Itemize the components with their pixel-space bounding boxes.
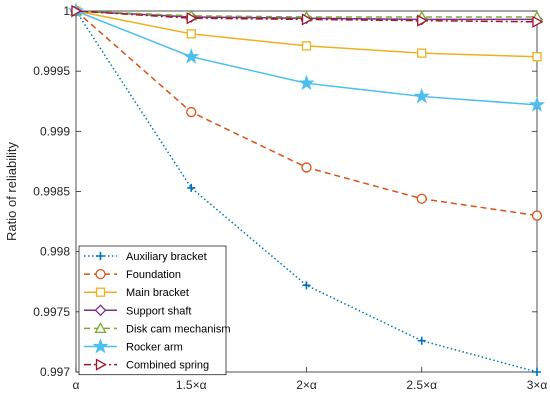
data-point-auxiliary-bracket	[302, 281, 311, 290]
y-tick-label: 0.997	[40, 365, 70, 379]
data-point-combined-spring	[186, 12, 198, 25]
series-line-auxiliary-bracket	[75, 10, 538, 373]
legend-label-support-shaft: Support shaft	[126, 305, 191, 317]
data-point-rocker-arm	[298, 74, 315, 91]
data-point-combined-spring	[71, 4, 83, 18]
x-tick-label: 1.5×α	[176, 378, 207, 392]
legend-entry-rocker-arm: Rocker arm	[84, 337, 183, 354]
legend-label-rocker-arm: Rocker arm	[126, 342, 183, 354]
legend-entry-disk-cam-mechanism: Disk cam mechanism	[84, 322, 231, 335]
legend-entry-main-bracket: Main bracket	[84, 287, 189, 299]
data-point-foundation	[186, 106, 197, 118]
data-point-main-bracket	[301, 41, 312, 51]
legend-entry-combined-spring: Combined spring	[84, 358, 209, 372]
legend-label-disk-cam-mechanism: Disk cam mechanism	[126, 323, 231, 335]
y-tick-label: 0.9975	[33, 305, 70, 319]
legend: Auxiliary bracket Foundation Main bracket S…	[78, 245, 231, 376]
data-point-main-bracket	[417, 48, 427, 58]
x-tick-label: 3×α	[527, 378, 548, 392]
data-point-foundation	[531, 210, 543, 221]
y-tick-label: 0.9985	[33, 185, 70, 199]
data-point-rocker-arm	[183, 48, 200, 64]
legend-marker-auxiliary-bracket	[96, 252, 105, 260]
y-tick-label: 1	[63, 4, 70, 18]
data-point-combined-spring	[532, 15, 544, 28]
data-point-rocker-arm	[528, 96, 546, 112]
legend-label-foundation: Foundation	[126, 269, 181, 281]
data-point-main-bracket	[532, 52, 542, 62]
x-tick-label: 2.5×α	[406, 378, 437, 392]
y-tick-label: 0.998	[40, 245, 70, 259]
legend-entry-foundation: Foundation	[84, 268, 181, 281]
data-point-combined-spring	[417, 14, 429, 27]
data-point-auxiliary-bracket	[187, 183, 196, 192]
legend-marker-support-shaft	[94, 304, 107, 317]
data-point-combined-spring	[301, 13, 313, 26]
series-foundation	[70, 5, 543, 221]
legend-label-auxiliary-bracket: Auxiliary bracket	[126, 251, 207, 263]
legend-entry-auxiliary-bracket: Auxiliary bracket	[84, 251, 207, 263]
legend-label-main-bracket: Main bracket	[126, 287, 189, 299]
legend-marker-combined-spring	[95, 358, 107, 371]
legend-marker-rocker-arm	[92, 337, 109, 354]
legend-entry-support-shaft: Support shaft	[84, 304, 191, 317]
data-point-rocker-arm	[413, 87, 430, 104]
data-point-main-bracket	[186, 29, 196, 39]
data-point-foundation	[301, 162, 312, 173]
legend-marker-disk-cam-mechanism	[94, 322, 107, 334]
data-point-foundation	[416, 193, 427, 204]
y-tick-label: 0.9995	[33, 64, 70, 78]
y-axis-title: Ratio of reliability	[4, 142, 19, 241]
y-tick-label: 0.999	[40, 124, 70, 138]
legend-marker-main-bracket	[95, 287, 106, 297]
x-tick-label: α	[73, 378, 80, 392]
x-tick-label: 2×α	[296, 378, 317, 392]
data-point-auxiliary-bracket	[533, 368, 541, 376]
data-point-auxiliary-bracket	[417, 336, 426, 345]
series-combined-spring	[71, 4, 544, 28]
legend-marker-foundation	[95, 268, 106, 280]
legend-label-combined-spring: Combined spring	[126, 360, 209, 372]
series-group	[67, 2, 546, 376]
